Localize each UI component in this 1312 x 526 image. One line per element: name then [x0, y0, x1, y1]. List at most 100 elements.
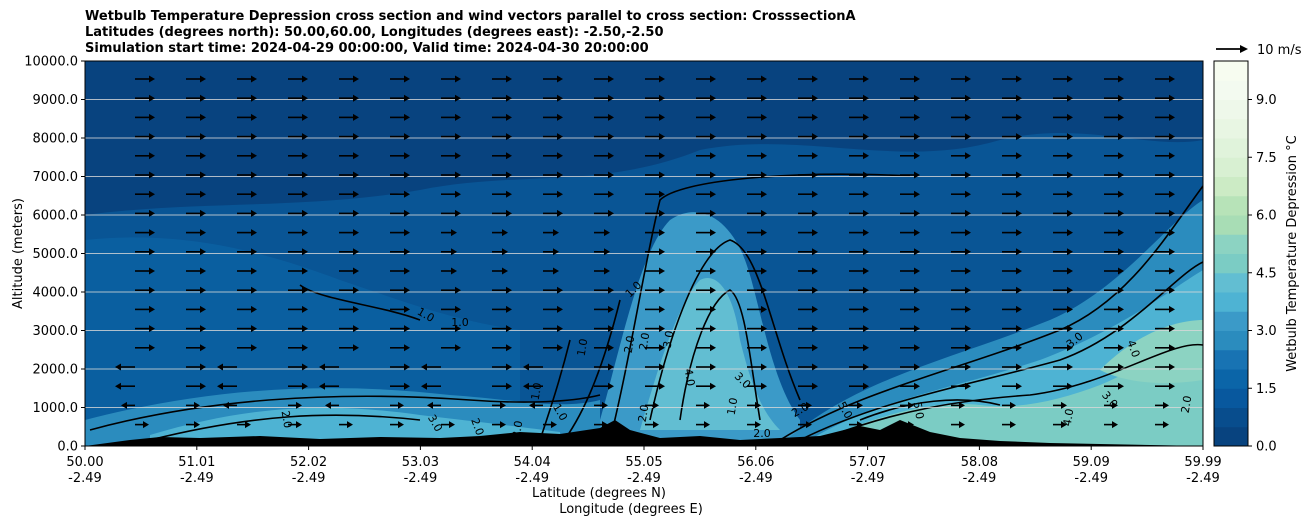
wind-arrowhead	[455, 133, 461, 141]
wind-arrowhead	[1169, 267, 1175, 275]
wind-arrowhead	[965, 305, 971, 313]
wind-arrowhead	[761, 190, 767, 198]
wind-arrowhead	[404, 325, 410, 333]
contour-label: 2.0	[636, 404, 652, 423]
wind-arrowhead	[121, 401, 127, 409]
colorbar-level	[1214, 369, 1248, 389]
x-tick-label-lon: -2.49	[1074, 471, 1108, 486]
wind-arrowhead	[965, 113, 971, 121]
wind-arrowhead	[812, 190, 818, 198]
wind-arrowhead	[659, 171, 665, 179]
wind-arrowhead	[251, 171, 257, 179]
wind-arrowhead	[455, 190, 461, 198]
wind-arrowhead	[1067, 171, 1073, 179]
wind-arrowhead	[608, 363, 614, 371]
wind-arrowhead	[353, 152, 359, 160]
wind-arrowhead	[659, 133, 665, 141]
colorbar-label: Wetbulb Temperature Depression °C	[1285, 135, 1300, 372]
wind-arrowhead	[965, 190, 971, 198]
wind-arrowhead	[451, 229, 457, 237]
wind-arrowhead	[194, 421, 200, 429]
wind-arrowhead	[149, 344, 155, 352]
wind-arrowhead	[965, 94, 971, 102]
contour-label: 2.0	[279, 410, 295, 429]
wind-arrowhead	[1169, 113, 1175, 121]
wind-arrowhead	[353, 171, 359, 179]
wind-arrowhead	[200, 344, 206, 352]
wind-arrowhead	[404, 190, 410, 198]
wind-arrowhead	[557, 94, 563, 102]
wind-arrowhead	[251, 344, 257, 352]
wind-arrowhead	[914, 344, 920, 352]
wind-arrowhead	[863, 75, 869, 83]
wind-arrowhead	[1016, 382, 1022, 390]
wind-arrowhead	[1067, 267, 1073, 275]
wind-arrowhead	[251, 133, 257, 141]
wind-arrowhead	[302, 113, 308, 121]
wind-arrowhead	[965, 286, 971, 294]
wind-arrowhead	[1169, 94, 1175, 102]
wind-arrowhead	[1010, 401, 1016, 409]
wind-arrowhead	[806, 401, 812, 409]
wind-arrowhead	[302, 152, 308, 160]
wind-arrowhead	[1016, 229, 1022, 237]
wind-arrowhead	[914, 171, 920, 179]
wind-arrowhead	[659, 190, 665, 198]
wind-arrowhead	[863, 305, 869, 313]
wind-arrowhead	[149, 248, 155, 256]
wind-arrowhead	[398, 401, 404, 409]
wind-arrowhead	[710, 113, 716, 121]
wind-arrowhead	[149, 171, 155, 179]
wind-arrowhead	[506, 305, 512, 313]
wind-arrowhead	[653, 421, 659, 429]
wind-arrowhead	[1061, 401, 1067, 409]
wind-arrowhead	[608, 133, 614, 141]
x-tick-label-lon: -2.49	[404, 471, 438, 486]
wind-arrowhead	[115, 382, 121, 390]
wind-arrowhead	[404, 248, 410, 256]
wind-arrowhead	[115, 363, 121, 371]
contour-labels: 1.0 1.01.01.02.0 2.0 3.04.0 3.02.0 5.0 5.03.0 4…	[279, 279, 1195, 440]
wind-arrowhead	[506, 209, 512, 217]
wind-arrowhead	[149, 267, 155, 275]
wind-arrowhead	[506, 75, 512, 83]
colorbar-level	[1214, 80, 1248, 100]
wind-arrowhead	[404, 152, 410, 160]
wind-arrowhead	[557, 209, 563, 217]
wind-arrowhead	[812, 229, 818, 237]
wind-arrowhead	[857, 401, 863, 409]
wind-arrowhead	[353, 325, 359, 333]
wind-arrowhead	[200, 305, 206, 313]
wind-key-arrowhead	[1240, 45, 1248, 53]
contour-label: 2.0	[468, 416, 486, 437]
wind-arrowhead	[1016, 267, 1022, 275]
wind-arrowhead	[1112, 421, 1118, 429]
wind-arrowhead	[1169, 171, 1175, 179]
wind-arrowhead	[200, 75, 206, 83]
wind-arrowhead	[353, 344, 359, 352]
wind-arrowhead	[302, 209, 308, 217]
x-tick-label-lat: 59.99	[1184, 455, 1221, 470]
colorbar: 0.0 1.5 3.0 4.5 6.0 7.5 9.0	[1214, 61, 1277, 455]
colorbar-level	[1214, 426, 1248, 447]
x-tick-label-lat: 58.08	[961, 455, 998, 470]
wind-arrowhead	[812, 305, 818, 313]
wind-arrowhead	[1016, 133, 1022, 141]
wind-arrowhead	[761, 344, 767, 352]
wind-arrowhead	[149, 113, 155, 121]
colorbar-level	[1214, 61, 1248, 81]
wind-arrowhead	[863, 286, 869, 294]
wind-arrowhead	[604, 229, 610, 237]
wind-arrowhead	[200, 286, 206, 294]
wind-arrowhead	[1016, 325, 1022, 333]
wind-arrowhead	[761, 382, 767, 390]
wind-arrowhead	[353, 133, 359, 141]
wind-arrowhead	[812, 267, 818, 275]
wind-arrowhead	[506, 325, 512, 333]
wind-arrowhead	[761, 171, 767, 179]
wind-arrowhead	[557, 75, 563, 83]
contour-label: 1.0	[725, 397, 741, 416]
wind-arrowhead	[451, 248, 457, 256]
wind-arrowhead	[200, 382, 206, 390]
wind-arrowhead	[353, 75, 359, 83]
